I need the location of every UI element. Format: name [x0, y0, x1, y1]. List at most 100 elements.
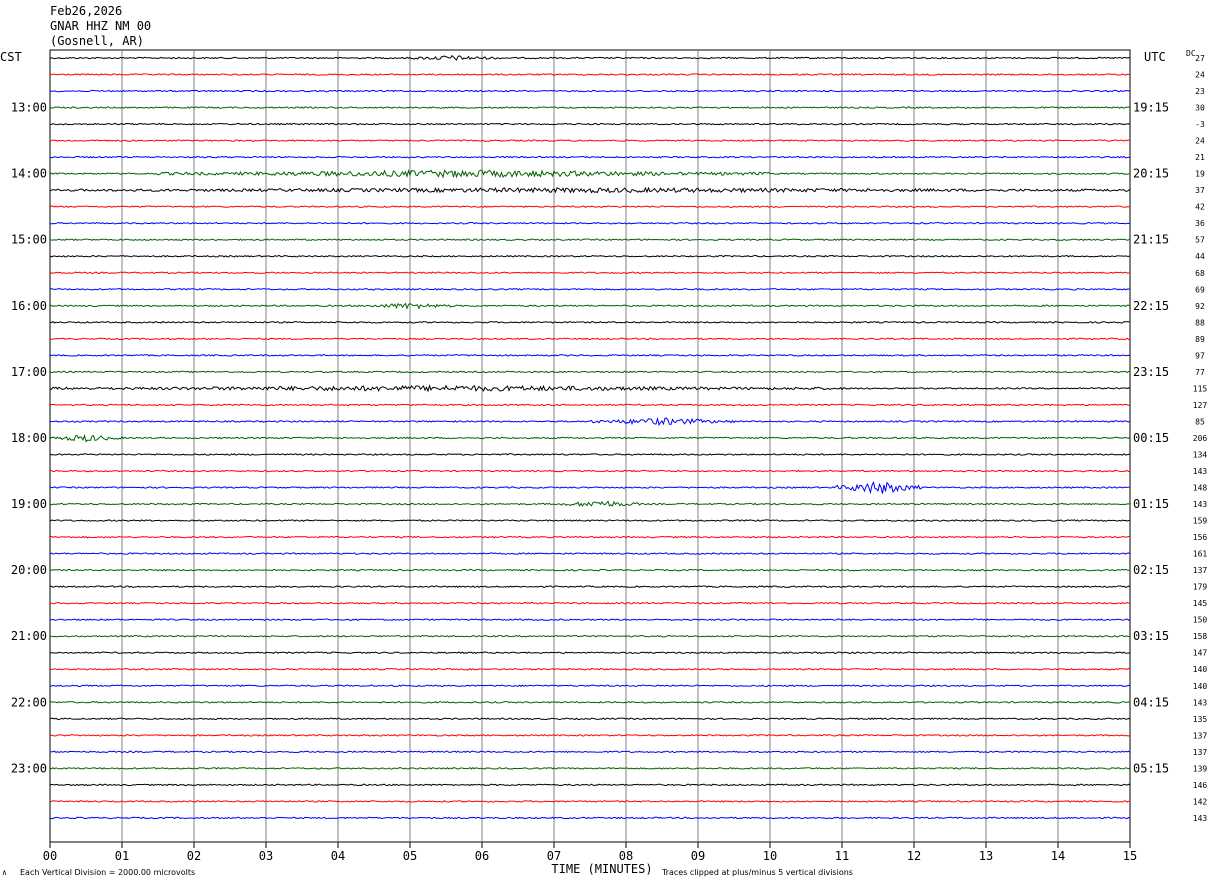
utc-hour-label: 01:15: [1133, 497, 1169, 511]
utc-label: UTC: [1144, 50, 1166, 64]
dc-offset-label: 146: [1193, 781, 1208, 790]
seismic-trace: [49, 552, 1131, 555]
seismic-trace: [49, 618, 1131, 621]
x-tick-label: 14: [1051, 849, 1065, 863]
seismic-trace: [49, 271, 1131, 275]
seismic-trace: [49, 403, 1131, 407]
utc-hour-label: 04:15: [1133, 695, 1169, 709]
seismic-trace: [49, 717, 1131, 721]
dc-offset-label: 30: [1195, 104, 1205, 113]
seismic-trace: [49, 89, 1131, 93]
clip-note: Traces clipped at plus/minus 5 vertical …: [661, 868, 853, 877]
seismic-trace: [49, 139, 1131, 142]
dc-offset-label: 148: [1193, 484, 1208, 493]
seismic-trace: [49, 469, 1131, 473]
dc-offset-label: 161: [1193, 550, 1208, 559]
seismic-trace: [49, 651, 1131, 655]
seismic-trace: [49, 535, 1131, 539]
dc-offset-label: 145: [1193, 599, 1208, 608]
x-axis-title: TIME (MINUTES): [551, 862, 652, 876]
cst-hour-label: 19:00: [11, 497, 47, 511]
dc-offset-label: 139: [1193, 764, 1208, 773]
x-tick-label: 09: [691, 849, 705, 863]
dc-offset-label: 92: [1195, 302, 1205, 311]
x-tick-label: 03: [259, 849, 273, 863]
dc-offset-label: 143: [1193, 467, 1208, 476]
dc-offset-label: -3: [1195, 120, 1205, 129]
seismic-trace: [49, 320, 1131, 324]
x-tick-label: 15: [1123, 849, 1137, 863]
dc-offset-label: 89: [1195, 335, 1205, 344]
seismic-trace: [50, 601, 1131, 605]
dc-offset-label: 42: [1195, 203, 1205, 212]
dc-offset-label: 27: [1195, 54, 1205, 63]
station-label: GNAR HHZ NM 00: [50, 19, 152, 33]
utc-hour-label: 21:15: [1133, 233, 1169, 247]
seismic-trace: [49, 169, 1131, 179]
dc-offset-label: 85: [1195, 417, 1205, 426]
seismic-trace: [49, 54, 1131, 61]
utc-hour-label: 03:15: [1133, 629, 1169, 643]
seismic-trace: [49, 155, 1131, 159]
x-tick-label: 00: [43, 849, 57, 863]
cst-hour-label: 22:00: [11, 695, 47, 709]
cst-hour-label: 17:00: [11, 365, 47, 379]
dc-offset-label: 142: [1193, 797, 1208, 806]
dc-offset-label: 19: [1195, 170, 1205, 179]
dc-offset-label: 68: [1195, 269, 1205, 278]
dc-offset-label: 23: [1195, 87, 1205, 96]
x-tick-label: 01: [115, 849, 129, 863]
dc-offset-label: 88: [1195, 318, 1205, 327]
dc-label: DC: [1186, 49, 1196, 58]
dc-offset-label: 179: [1193, 583, 1208, 592]
dc-offset-label: 143: [1193, 500, 1208, 509]
dc-offset-label: 143: [1193, 814, 1208, 823]
dc-offset-label: 36: [1195, 219, 1205, 228]
plot-frame: [49, 49, 1131, 843]
seismic-trace: [49, 816, 1131, 820]
dc-offset-label: 140: [1193, 682, 1208, 691]
dc-offset-label: 97: [1195, 351, 1205, 360]
dc-offset-label: 77: [1195, 368, 1205, 377]
seismic-trace: [49, 337, 1131, 341]
dc-offset-label: 159: [1193, 517, 1208, 526]
x-tick-label: 12: [907, 849, 921, 863]
x-tick-label: 10: [763, 849, 777, 863]
x-tick-label: 13: [979, 849, 993, 863]
utc-hour-label: 02:15: [1133, 563, 1169, 577]
cst-label: CST: [0, 50, 22, 64]
seismic-trace: [49, 73, 1131, 76]
cst-hour-label: 13:00: [11, 101, 47, 115]
dc-offset-label: 115: [1193, 384, 1208, 393]
seismic-trace: [49, 302, 1131, 310]
dc-offset-label: 21: [1195, 153, 1205, 162]
seismic-trace: [49, 354, 1131, 357]
seismic-trace: [49, 700, 1131, 704]
seismic-trace: [49, 254, 1131, 258]
x-tick-label: 11: [835, 849, 849, 863]
x-tick-label: 05: [403, 849, 417, 863]
dc-offset-label: 156: [1193, 533, 1208, 542]
dc-offset-label: 137: [1193, 566, 1208, 575]
seismic-trace: [49, 684, 1131, 688]
seismic-trace: [49, 800, 1131, 803]
seismic-trace: [49, 783, 1131, 787]
x-tick-label: 02: [187, 849, 201, 863]
cst-hour-label: 16:00: [11, 299, 47, 313]
seismic-trace: [49, 767, 1131, 770]
utc-hour-label: 22:15: [1133, 299, 1169, 313]
seismic-trace: [49, 384, 1131, 393]
seismic-trace: [49, 416, 1131, 427]
seismic-trace: [49, 106, 1131, 109]
cst-hour-label: 15:00: [11, 233, 47, 247]
x-tick-label: 04: [331, 849, 345, 863]
dc-offset-label: 57: [1195, 236, 1205, 245]
x-tick-label: 07: [547, 849, 561, 863]
utc-hour-label: 23:15: [1133, 365, 1169, 379]
seismic-trace: [49, 287, 1131, 291]
cst-hour-label: 23:00: [11, 761, 47, 775]
dc-offset-label: 44: [1195, 252, 1205, 261]
dc-offset-label: 143: [1193, 698, 1208, 707]
utc-hour-label: 05:15: [1133, 761, 1169, 775]
seismic-trace: [49, 453, 1131, 456]
